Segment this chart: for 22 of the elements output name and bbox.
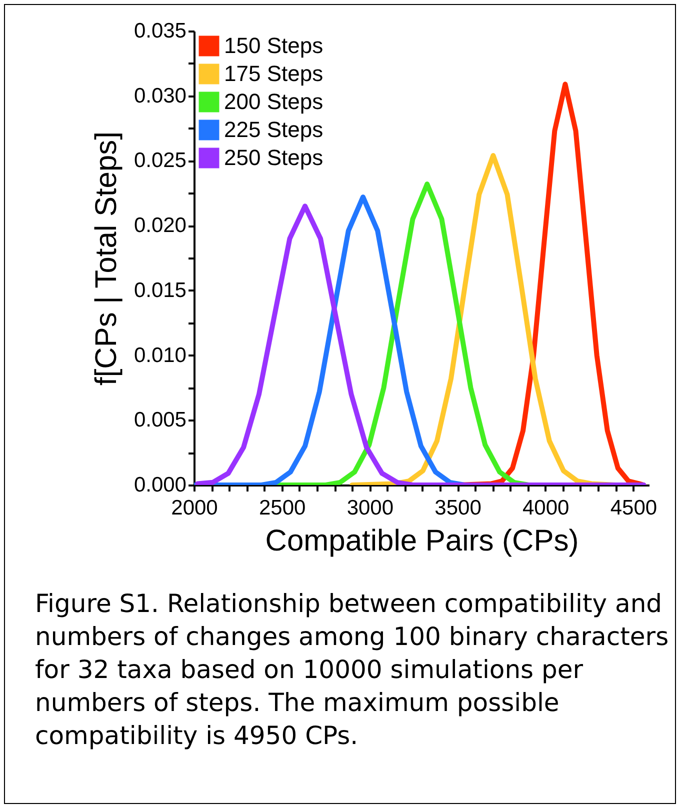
y-tick-label: 0.030 [134, 84, 186, 108]
y-tick-label: 0.020 [134, 214, 186, 238]
x-tick-label: 3000 [346, 496, 394, 520]
y-tick-label: 0.035 [134, 20, 186, 42]
y-tick-label: 0.025 [134, 149, 186, 172]
legend-label: 150 Steps [224, 33, 324, 58]
y-axis-title: f[CPs | Total Steps] [90, 131, 123, 386]
x-tick-label: 4000 [522, 496, 570, 520]
legend-label: 175 Steps [224, 61, 324, 86]
legend-label: 225 Steps [224, 117, 324, 142]
y-tick-label: 0.000 [134, 474, 186, 496]
y-tick-label: 0.005 [134, 408, 186, 432]
x-tick-label: 3500 [434, 496, 482, 520]
y-tick-label: 0.010 [134, 344, 186, 367]
legend-label: 250 Steps [224, 145, 324, 170]
x-axis-title: Compatible Pairs (CPs) [265, 524, 579, 558]
x-tick-label: 4500 [610, 496, 658, 520]
x-tick-label: 2500 [258, 496, 306, 520]
legend-label: 200 Steps [224, 89, 324, 114]
caption: Figure S1. Relationship between compatibility and numbers of changes among 100 binary characters for 32 taxa based on 10000 simulations per numbers of steps. The maximum possible compatibility is 4950 CPs. [35, 588, 670, 752]
y-tick-label: 0.015 [134, 278, 186, 302]
x-tick-label: 2000 [171, 496, 218, 520]
